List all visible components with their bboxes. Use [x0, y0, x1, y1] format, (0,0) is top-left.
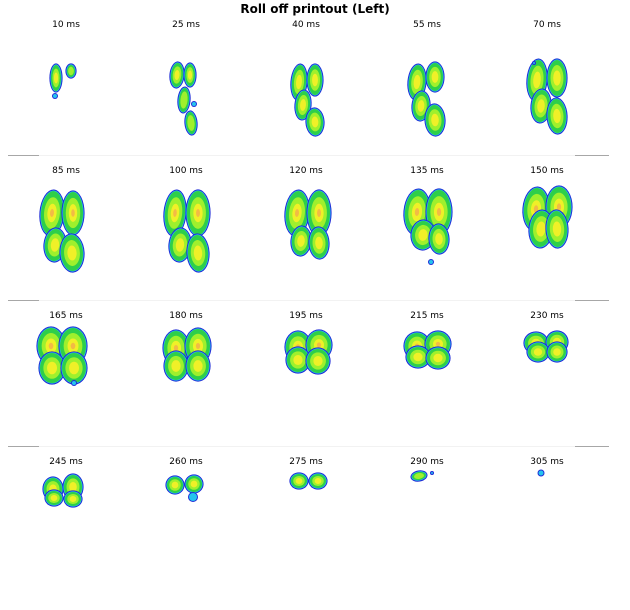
- page-title: Roll off printout (Left): [240, 2, 390, 16]
- footprint-frame-245ms: [42, 473, 84, 508]
- frame-label-195ms: 195 ms: [289, 311, 323, 321]
- footprint-frame-150ms: [522, 185, 573, 249]
- row-divider: [8, 446, 39, 447]
- frame-label-55ms: 55 ms: [413, 20, 441, 30]
- frame-label-10ms: 10 ms: [52, 20, 80, 30]
- frame-label-120ms: 120 ms: [289, 166, 323, 176]
- row-divider: [39, 155, 575, 156]
- footprint-frame-25ms: [169, 61, 198, 136]
- frame-label-275ms: 275 ms: [289, 457, 323, 467]
- frame-label-245ms: 245 ms: [49, 457, 83, 467]
- row-divider: [8, 155, 39, 156]
- footprint-frame-10ms: [49, 63, 77, 99]
- footprint-frame-165ms: [36, 326, 88, 386]
- frame-label-165ms: 165 ms: [49, 311, 83, 321]
- row-divider: [575, 300, 609, 301]
- footprint-frame-40ms: [290, 63, 325, 137]
- frame-label-305ms: 305 ms: [530, 457, 564, 467]
- footprint-frame-290ms: [410, 470, 434, 482]
- footprint-frame-85ms: [39, 189, 85, 273]
- footprint-frame-195ms: [284, 329, 333, 375]
- frame-label-100ms: 100 ms: [169, 166, 203, 176]
- row-divider: [575, 155, 609, 156]
- frame-label-135ms: 135 ms: [410, 166, 444, 176]
- frame-label-180ms: 180 ms: [169, 311, 203, 321]
- footprint-frame-260ms: [165, 474, 204, 502]
- frame-label-25ms: 25 ms: [172, 20, 200, 30]
- footprint-frame-135ms: [403, 188, 453, 265]
- frame-label-260ms: 260 ms: [169, 457, 203, 467]
- footprint-frame-215ms: [403, 330, 452, 370]
- footprint-frame-180ms: [162, 327, 212, 382]
- row-divider: [39, 446, 575, 447]
- frame-label-150ms: 150 ms: [530, 166, 564, 176]
- footprint-frame-275ms: [289, 472, 328, 490]
- frame-label-230ms: 230 ms: [530, 311, 564, 321]
- frame-label-290ms: 290 ms: [410, 457, 444, 467]
- footprint-frame-100ms: [163, 189, 211, 273]
- footprint-frame-305ms: [537, 469, 545, 477]
- footprint-frame-70ms: [526, 58, 568, 135]
- frame-label-70ms: 70 ms: [533, 20, 561, 30]
- footprint-frame-230ms: [523, 330, 569, 363]
- frame-label-215ms: 215 ms: [410, 311, 444, 321]
- row-divider: [575, 446, 609, 447]
- footprint-frame-55ms: [407, 61, 446, 137]
- frame-label-40ms: 40 ms: [292, 20, 320, 30]
- row-divider: [39, 300, 575, 301]
- footprint-frame-120ms: [284, 189, 332, 260]
- frame-label-85ms: 85 ms: [52, 166, 80, 176]
- row-divider: [8, 300, 39, 301]
